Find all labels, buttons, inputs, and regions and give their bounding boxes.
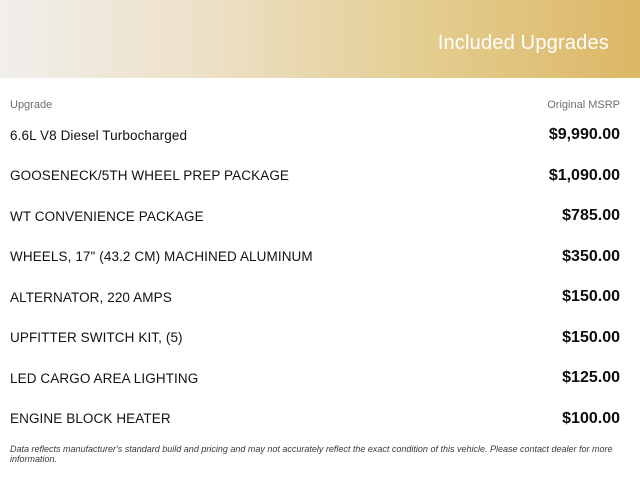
table-row: LED CARGO AREA LIGHTING $125.00 [10, 358, 620, 399]
upgrade-name: GOOSENECK/5TH WHEEL PREP PACKAGE [10, 168, 290, 184]
table-row: WT CONVENIENCE PACKAGE $785.00 [10, 196, 620, 237]
included-upgrades-banner: Included Upgrades [0, 0, 640, 78]
upgrade-name: WHEELS, 17" (43.2 CM) MACHINED ALUMINUM [10, 249, 313, 265]
table-row: UPFITTER SWITCH KIT, (5) $150.00 [10, 318, 620, 359]
upgrade-price: $1,090.00 [548, 166, 620, 184]
upgrade-price: $785.00 [562, 207, 620, 225]
table-row: ALTERNATOR, 220 AMPS $150.00 [10, 277, 620, 318]
upgrade-name: UPFITTER SWITCH KIT, (5) [10, 330, 183, 346]
upgrade-name: WT CONVENIENCE PACKAGE [10, 208, 204, 224]
upgrade-price: $150.00 [562, 288, 620, 306]
table-body: 6.6L V8 Diesel Turbocharged $9,990.00 GO… [10, 115, 620, 439]
column-header-upgrade: Upgrade [10, 99, 53, 111]
table-row: WHEELS, 17" (43.2 CM) MACHINED ALUMINUM … [10, 237, 620, 278]
table-row: 6.6L V8 Diesel Turbocharged $9,990.00 [10, 115, 620, 156]
upgrade-price: $350.00 [562, 247, 620, 265]
upgrade-name: ALTERNATOR, 220 AMPS [10, 289, 172, 305]
table-row: GOOSENECK/5TH WHEEL PREP PACKAGE $1,090.… [10, 156, 620, 197]
upgrade-name: ENGINE BLOCK HEATER [10, 411, 171, 427]
table-header-row: Upgrade Original MSRP [10, 95, 620, 115]
table-row: ENGINE BLOCK HEATER $100.00 [10, 399, 620, 440]
column-header-msrp: Original MSRP [547, 99, 620, 111]
upgrades-table: Upgrade Original MSRP 6.6L V8 Diesel Tur… [0, 95, 640, 464]
upgrade-price: $150.00 [562, 328, 620, 346]
upgrade-price: $100.00 [562, 409, 620, 427]
upgrade-price: $125.00 [562, 369, 620, 387]
upgrade-price: $9,990.00 [548, 126, 620, 144]
upgrade-name: 6.6L V8 Diesel Turbocharged [10, 127, 188, 143]
banner-title: Included Upgrades [437, 32, 609, 54]
upgrade-name: LED CARGO AREA LIGHTING [10, 370, 199, 386]
disclaimer-text: Data reflects manufacturer's standard bu… [10, 444, 613, 464]
